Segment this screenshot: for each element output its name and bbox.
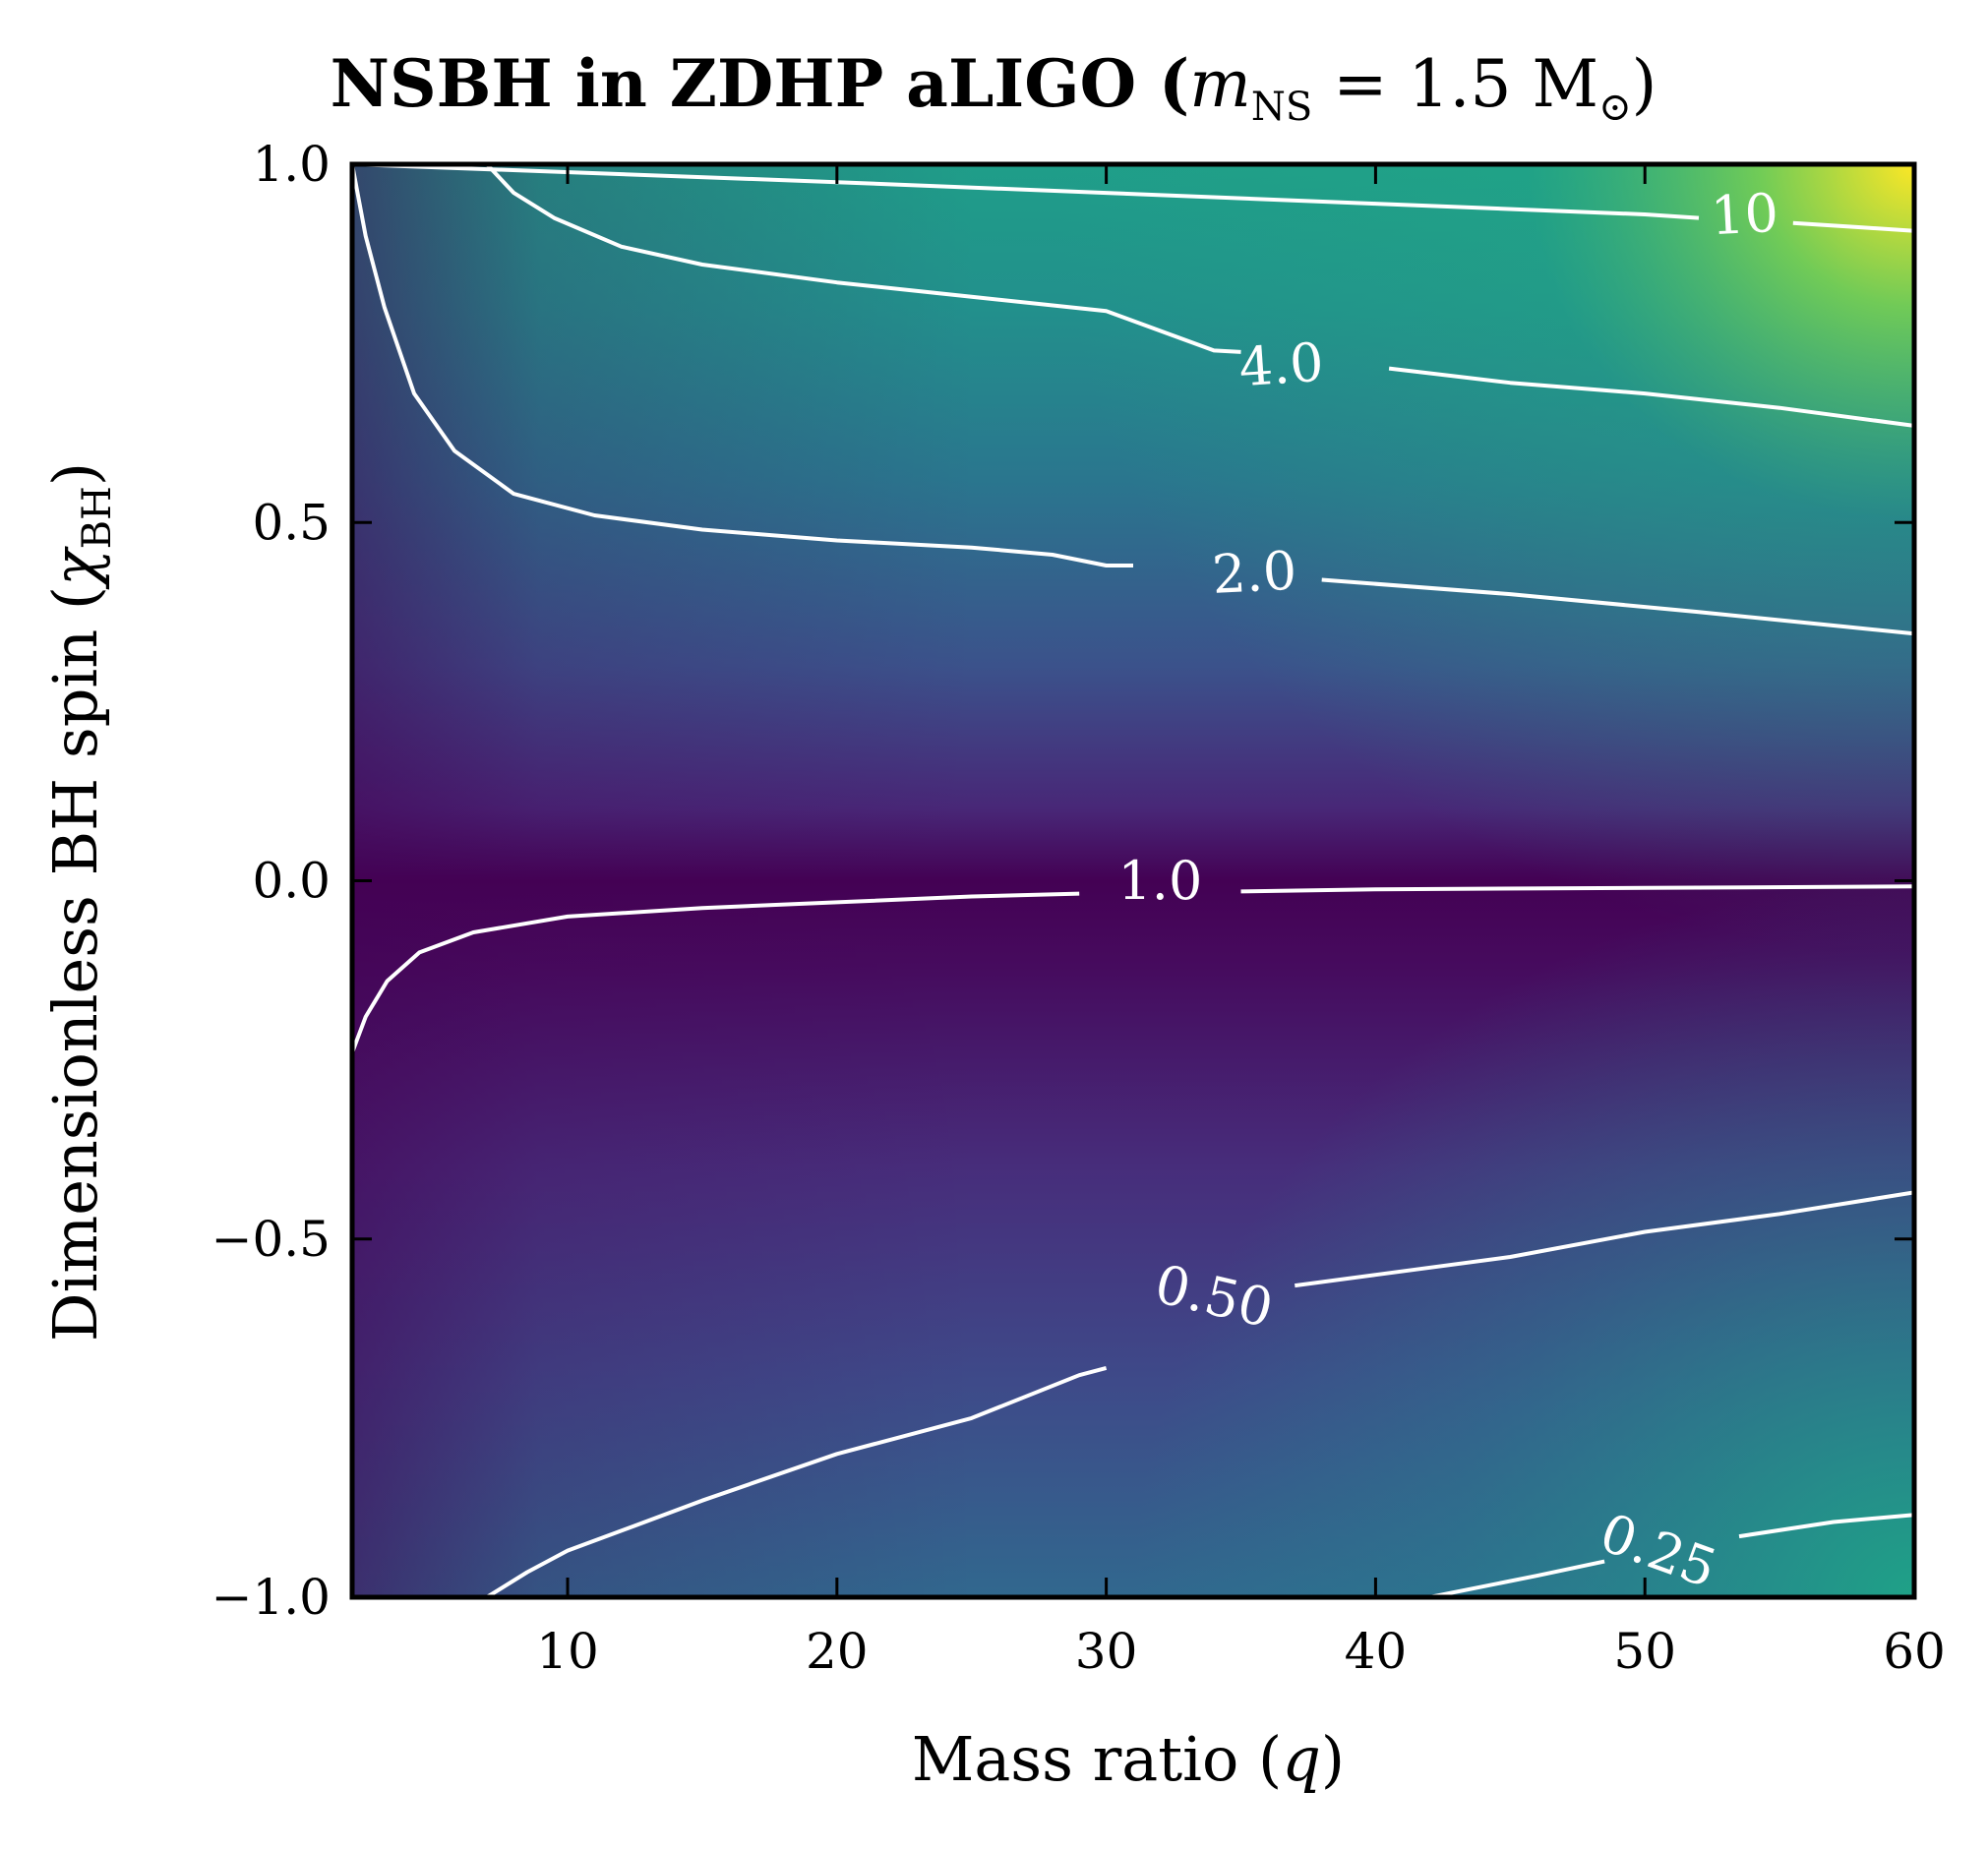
heatmap-background (352, 164, 1914, 1597)
contour-line-1.0-seg1 (1240, 884, 1914, 894)
y-tick-label: 1.0 (252, 136, 331, 193)
x-tick-label: 50 (1613, 1623, 1676, 1680)
y-tick-label: 0.5 (252, 494, 331, 551)
contour-line-0.50-seg1 (1295, 1190, 1914, 1288)
contour-line-0.25-seg0 (1428, 1559, 1605, 1597)
x-tick-label: 10 (536, 1623, 599, 1680)
contour-line-4.0-seg1 (1388, 366, 1914, 428)
x-tick-label: 60 (1883, 1623, 1946, 1680)
contour-label-1.0: 1.0 (1117, 850, 1202, 912)
contour-line-4.0-seg0 (485, 164, 1241, 354)
contour-line-10-seg0 (352, 164, 1700, 220)
contour-label-10: 10 (1710, 182, 1780, 248)
x-tick-label: 20 (806, 1623, 869, 1680)
contour-line-10-seg1 (1792, 220, 1914, 233)
contour-line-2.0-seg1 (1321, 577, 1914, 636)
axes: 10 20 30 40 50 60 1.0 0.5 0.0 −0.5 −1.0 (211, 136, 1946, 1680)
contour-line-0.50-seg0 (485, 1365, 1108, 1597)
contour-label-2.0: 2.0 (1211, 540, 1298, 606)
contour-label-4.0: 4.0 (1237, 331, 1326, 399)
y-tick-label: −0.5 (211, 1211, 331, 1268)
y-tick-label: −1.0 (211, 1569, 331, 1626)
heatmap-left-shade (352, 164, 1914, 1597)
contour-lines (352, 164, 1914, 1597)
x-axis-label: Mass ratio (q) (912, 1723, 1345, 1795)
chart-title: NSBH in ZDHP aLIGO (mNS = 1.5 M⊙) (331, 45, 1657, 130)
contour-line-0.25-seg1 (1738, 1513, 1914, 1539)
plot-frame (349, 161, 1917, 1600)
y-axis-label: Dimensionless BH spin (χBH) (39, 462, 120, 1342)
x-tick-label: 30 (1075, 1623, 1138, 1680)
y-tick-label: 0.0 (252, 853, 331, 910)
x-tick-label: 40 (1345, 1623, 1408, 1680)
contour-line-2.0-seg0 (352, 164, 1133, 567)
contour-line-1.0-seg0 (352, 891, 1080, 1054)
